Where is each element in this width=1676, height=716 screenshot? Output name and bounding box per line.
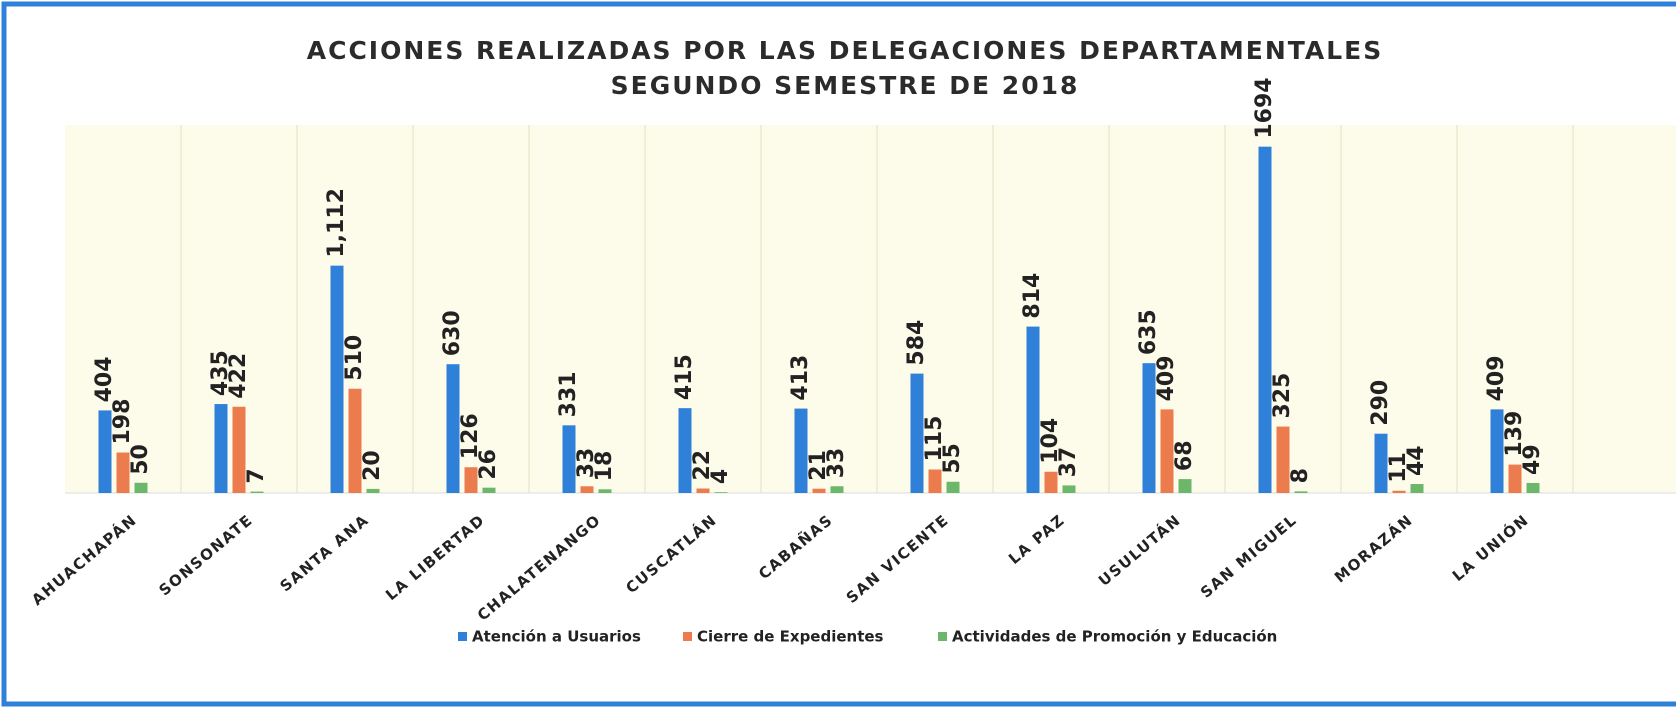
bar <box>330 265 344 493</box>
value-label: 415 <box>672 354 697 400</box>
value-label: 104 <box>1038 418 1063 464</box>
value-label: 8 <box>1288 468 1313 483</box>
value-label: 409 <box>1484 355 1509 401</box>
bar <box>214 404 228 493</box>
value-label: 331 <box>556 371 581 417</box>
bar <box>116 452 130 493</box>
bar <box>348 388 362 493</box>
bar <box>696 488 710 493</box>
value-label: 22 <box>690 450 715 481</box>
bar <box>134 482 148 493</box>
value-label: 18 <box>592 451 617 482</box>
legend-swatch <box>458 632 467 641</box>
value-label: 409 <box>1154 355 1179 401</box>
value-label: 115 <box>922 416 947 462</box>
bar <box>446 364 460 493</box>
value-label: 139 <box>1502 411 1527 457</box>
bar <box>1142 363 1156 493</box>
bar <box>830 486 844 493</box>
value-label: 55 <box>940 443 965 474</box>
value-label: 198 <box>110 399 135 445</box>
value-label: 510 <box>342 335 367 381</box>
value-label: 126 <box>458 413 483 459</box>
value-label: 584 <box>904 320 929 366</box>
value-label: 404 <box>92 356 117 402</box>
bar <box>1490 409 1504 493</box>
bar <box>1276 426 1290 493</box>
bar <box>232 406 246 493</box>
value-label: 26 <box>476 449 501 480</box>
value-label: 37 <box>1056 447 1081 478</box>
legend-label: Actividades de Promoción y Educación <box>952 628 1277 646</box>
bar <box>812 488 826 493</box>
value-label: 68 <box>1172 440 1197 471</box>
bar <box>1526 482 1540 493</box>
value-label: 33 <box>574 448 599 479</box>
bar <box>98 410 112 493</box>
bar <box>482 487 496 493</box>
plot-area <box>65 125 1676 493</box>
chart-title: ACCIONES REALIZADAS POR LAS DELEGACIONES… <box>307 36 1383 65</box>
bar <box>1062 485 1076 493</box>
value-label: 1,112 <box>324 188 349 258</box>
value-label: 20 <box>360 450 385 481</box>
bar <box>562 425 576 493</box>
bar <box>464 467 478 493</box>
bar <box>1044 471 1058 493</box>
value-label: 814 <box>1020 273 1045 319</box>
chart-subtitle: SEGUNDO SEMESTRE DE 2018 <box>611 71 1080 100</box>
bar <box>794 408 808 493</box>
bar <box>1374 433 1388 493</box>
legend-label: Atención a Usuarios <box>472 628 641 646</box>
legend-label: Cierre de Expedientes <box>697 628 884 646</box>
value-label: 4 <box>708 469 733 484</box>
legend-swatch <box>938 632 947 641</box>
bar <box>714 492 728 493</box>
bar <box>1258 146 1272 493</box>
value-label: 11 <box>1386 452 1411 483</box>
value-label: 44 <box>1404 445 1429 476</box>
value-label: 325 <box>1270 373 1295 419</box>
bar <box>1410 484 1424 493</box>
bar <box>366 488 380 493</box>
bar <box>678 408 692 493</box>
value-label: 635 <box>1136 309 1161 355</box>
value-label: 33 <box>824 448 849 479</box>
value-label: 630 <box>440 310 465 356</box>
value-label: 413 <box>788 355 813 401</box>
bar <box>1392 490 1406 493</box>
value-label: 50 <box>128 444 153 475</box>
value-label: 49 <box>1520 444 1545 475</box>
bar <box>598 489 612 493</box>
bar <box>250 491 264 493</box>
bar <box>580 486 594 493</box>
bar <box>1026 326 1040 493</box>
bar <box>1508 464 1522 493</box>
bar <box>1178 479 1192 493</box>
value-label: 422 <box>226 353 251 399</box>
bar <box>910 373 924 493</box>
value-label: 1694 <box>1252 77 1277 138</box>
value-label: 7 <box>244 468 269 483</box>
bar <box>946 481 960 493</box>
bar <box>1160 409 1174 493</box>
bar <box>928 469 942 493</box>
bar <box>1294 491 1308 493</box>
legend-swatch <box>683 632 692 641</box>
value-label: 435 <box>208 350 233 396</box>
value-label: 290 <box>1368 380 1393 426</box>
value-label: 21 <box>806 450 831 481</box>
